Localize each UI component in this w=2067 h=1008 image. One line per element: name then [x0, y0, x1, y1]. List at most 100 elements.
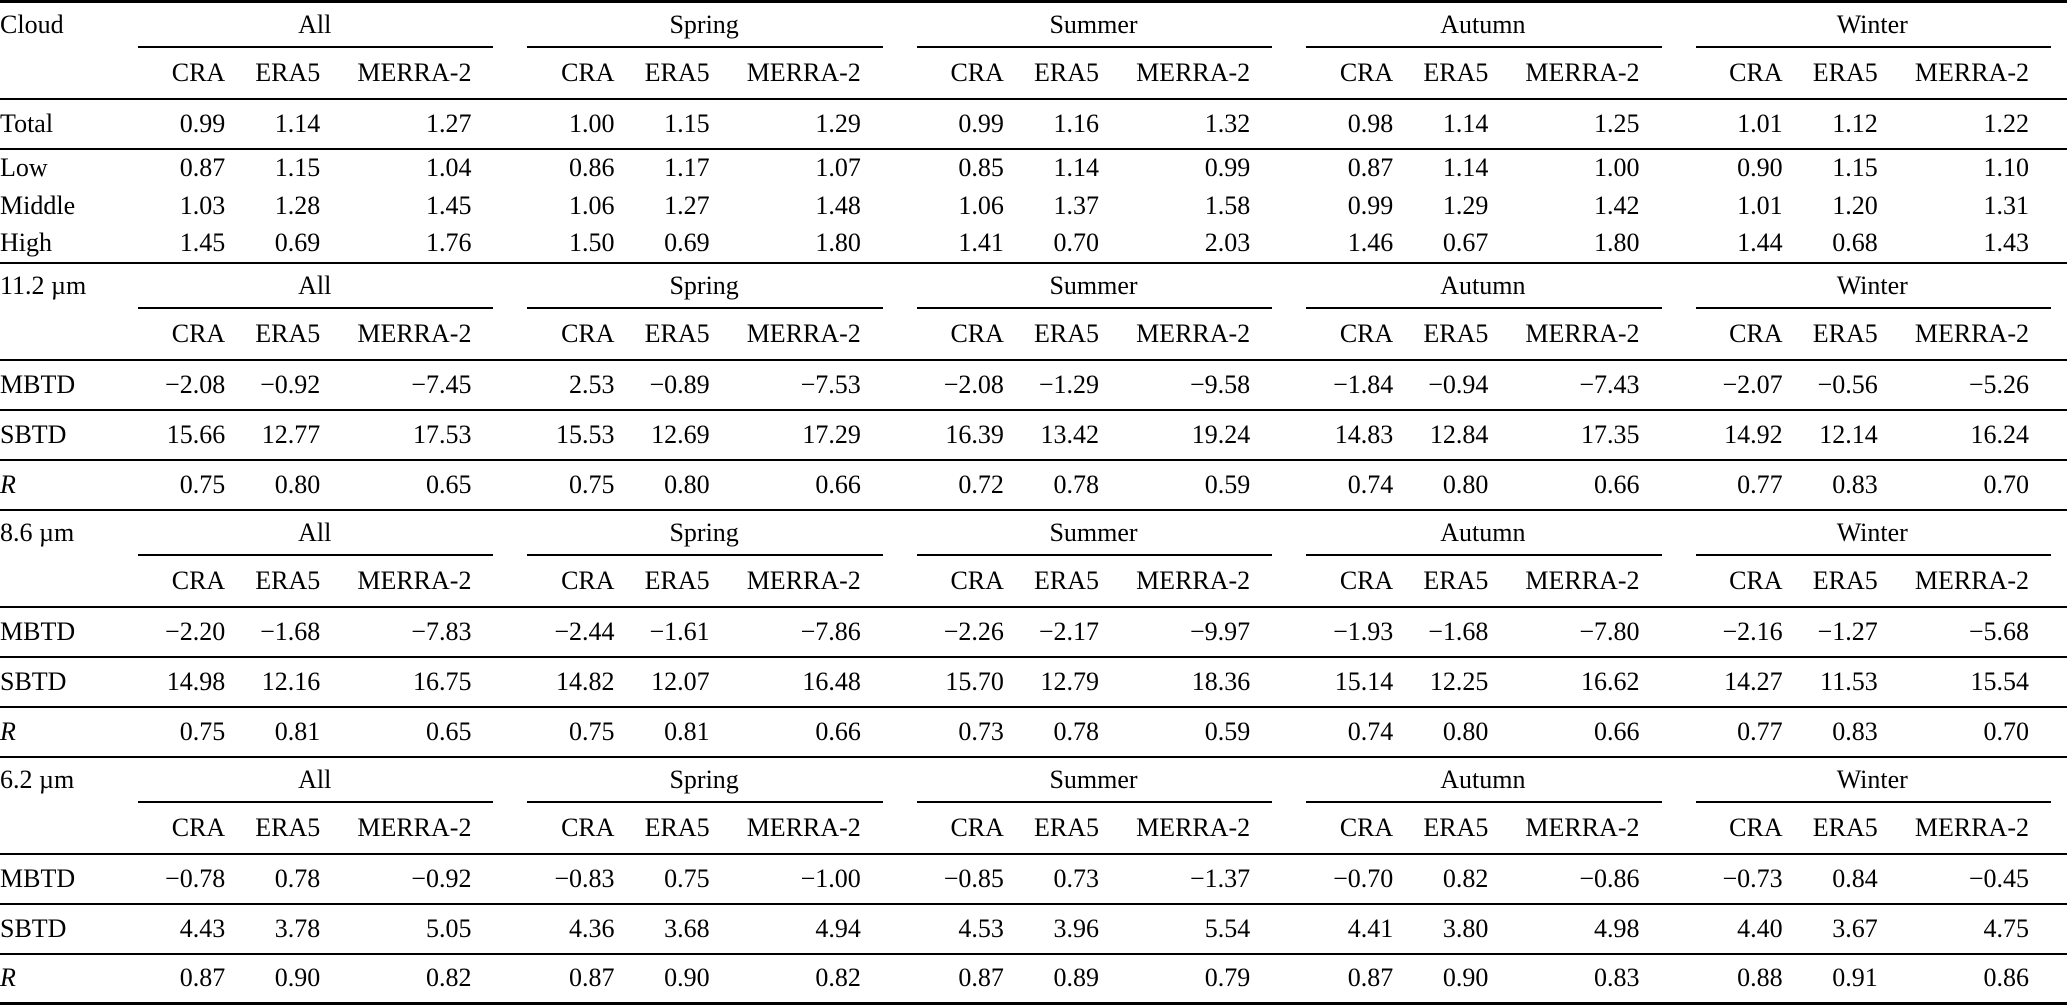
subcolumn-header: CRA — [950, 812, 1004, 842]
value-cell: 0.75 — [120, 458, 226, 510]
subcolumn-header: CRA — [1339, 565, 1394, 595]
group-name: Winter — [1836, 10, 1908, 40]
value-cell: 0.83 — [1782, 705, 1878, 757]
subcolumn-header: CRA — [1729, 318, 1783, 348]
group-header: Summer — [898, 261, 1289, 309]
value-cell: 1.01 — [1737, 190, 1783, 220]
group-underline — [138, 45, 494, 48]
group-header: All — [120, 2, 509, 48]
value-cell: 14.83 — [1288, 408, 1394, 460]
value-cell: 1.80 — [1594, 228, 1640, 257]
value-cell: 0.79 — [1098, 952, 1289, 1004]
row-label: SBTD — [0, 902, 121, 954]
value-cell: 3.68 — [614, 902, 710, 954]
value-cell: 1.00 — [509, 97, 615, 149]
subcolumn-header: MERRA-2 — [746, 318, 861, 348]
value-cell: 3.96 — [1003, 902, 1099, 954]
value-cell: 1.15 — [1782, 147, 1878, 187]
group-header: Winter — [1677, 755, 2067, 803]
value-cell: 0.65 — [320, 458, 510, 510]
value-cell: 12.25 — [1393, 655, 1489, 707]
subcolumn-header: CRA — [950, 565, 1004, 595]
value-cell: 0.83 — [1782, 458, 1878, 510]
value-cell: 16.24 — [1877, 408, 2067, 460]
subcolumn-header: MERRA-2 — [1525, 812, 1640, 842]
value-cell: 12.07 — [614, 655, 710, 707]
value-cell: −0.89 — [614, 358, 710, 410]
subcolumn-header: MERRA-2 — [746, 565, 861, 595]
group-header: All — [120, 508, 510, 556]
value-cell: 3.78 — [225, 902, 321, 954]
value-cell: 15.14 — [1288, 655, 1394, 707]
table-section: 11.2 µm All Spring Summer Autumn Winter CRA ERA… — [0, 261, 2067, 510]
table-row: R 0.75 0.81 0.65 0.75 0.81 0.66 0.73 0.78 0.59 0.7… — [0, 705, 2067, 757]
value-cell: 1.07 — [709, 147, 899, 187]
subcolumn-header: ERA5 — [1033, 565, 1099, 595]
subcolumn-header: CRA — [1729, 57, 1783, 87]
group-underline — [916, 306, 1273, 309]
value-cell: −2.26 — [898, 605, 1004, 657]
group-name: Summer — [1049, 10, 1138, 40]
value-cell: −9.97 — [1098, 605, 1289, 657]
value-cell: 0.72 — [898, 458, 1004, 510]
value-cell: 1.16 — [1003, 97, 1099, 149]
value-cell: 1.14 — [225, 97, 321, 149]
group-underline — [916, 45, 1273, 48]
value-cell: −2.08 — [120, 358, 226, 410]
value-cell: −0.83 — [509, 852, 615, 904]
value-cell: −1.61 — [614, 605, 710, 657]
subcolumn-header: CRA — [561, 318, 615, 348]
value-cell: 3.67 — [1782, 902, 1878, 954]
value-cell: 1.25 — [1488, 97, 1678, 149]
subcolumn-header: ERA5 — [644, 318, 710, 348]
value-cell: 0.87 — [120, 147, 226, 187]
value-cell: 0.74 — [1288, 458, 1394, 510]
group-underline — [1306, 45, 1662, 48]
value-cell: 0.84 — [1782, 852, 1878, 904]
value-cell: 18.36 — [1098, 655, 1289, 707]
value-cell: −7.45 — [320, 358, 510, 410]
value-cell: 14.82 — [509, 655, 615, 707]
value-cell: −0.92 — [320, 852, 510, 904]
subcolumn-header: MERRA-2 — [1136, 318, 1251, 348]
value-cell: −7.53 — [709, 358, 899, 410]
subcolumn-header: ERA5 — [1812, 57, 1878, 87]
value-cell: 3.80 — [1393, 902, 1489, 954]
subcolumn-header: MERRA-2 — [357, 565, 472, 595]
row-label: MBTD — [0, 605, 121, 657]
value-cell: −7.83 — [320, 605, 510, 657]
value-cell: 14.92 — [1677, 408, 1783, 460]
subcolumn-header: ERA5 — [255, 565, 321, 595]
value-cell: 17.53 — [320, 408, 510, 460]
value-cell: 0.78 — [1003, 458, 1099, 510]
value-cell: 0.81 — [614, 705, 710, 757]
group-underline — [527, 45, 883, 48]
row-label: Low — [0, 147, 121, 187]
value-cell: 17.35 — [1488, 408, 1678, 460]
value-cell: 0.82 — [709, 952, 899, 1004]
value-cell: 17.29 — [709, 408, 899, 460]
row-label: R — [0, 458, 121, 510]
group-header: Winter — [1677, 508, 2067, 556]
subcolumn-header-row: CRA ERA5 MERRA-2 CRA ERA5 MERRA-2 CRA ERA5 MERRA… — [0, 309, 2067, 360]
value-cell: 1.48 — [815, 190, 861, 220]
value-cell: 0.99 — [1098, 147, 1289, 187]
subcolumn-header-row: CRA ERA5 MERRA-2 CRA ERA5 MERRA-2 CRA ERA5 MERRA… — [0, 48, 2067, 99]
value-cell: −1.00 — [709, 852, 899, 904]
value-cell: 0.80 — [1393, 705, 1489, 757]
value-cell: 0.86 — [509, 147, 615, 187]
value-cell: 0.87 — [1288, 952, 1394, 1004]
value-cell: −1.68 — [1393, 605, 1489, 657]
empty-cell — [0, 556, 120, 607]
group-header-row: 11.2 µm All Spring Summer Autumn Winter — [0, 261, 2067, 309]
value-cell: −7.86 — [709, 605, 899, 657]
row-label: SBTD — [0, 655, 121, 707]
group-name: Spring — [669, 518, 739, 547]
value-cell: 0.75 — [509, 458, 615, 510]
subcolumn-header: ERA5 — [1033, 57, 1099, 87]
value-cell: 16.39 — [898, 408, 1004, 460]
value-cell: −9.58 — [1098, 358, 1289, 410]
group-header: All — [120, 755, 510, 803]
subcolumn-header: ERA5 — [1812, 565, 1878, 595]
